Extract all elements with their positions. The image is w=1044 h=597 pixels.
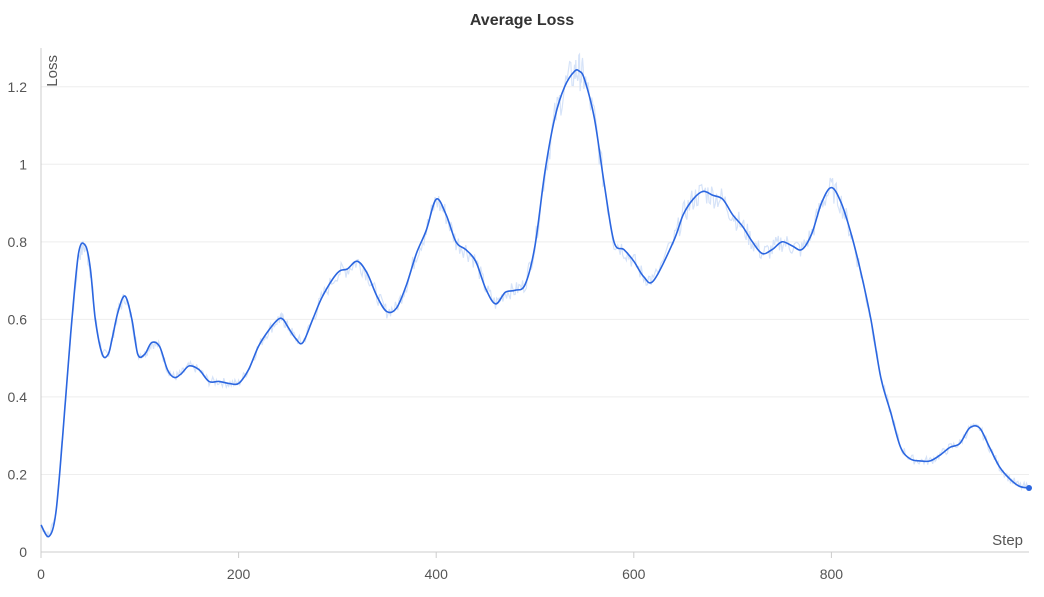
grid-lines [41,86,1029,475]
axes [40,48,1029,558]
y-axis-label: Loss [44,55,61,87]
y-tick-label: 0.6 [8,311,28,327]
x-tick-label: 800 [820,566,844,582]
y-tick-label: 0 [19,544,27,560]
y-tick-label: 1.2 [8,79,28,95]
raw-loss-series [40,52,1030,538]
y-tick-label: 0.2 [8,466,28,482]
smoothed-loss-series [40,69,1030,538]
y-tick-label: 0.4 [8,389,28,405]
x-tick-label: 400 [425,566,449,582]
x-tick-label: 200 [227,566,251,582]
x-axis-label: Step [992,532,1023,549]
last-point-marker [1026,485,1032,492]
x-tick-label: 600 [622,566,646,582]
tick-labels: 0 0.2 0.4 0.6 0.8 1 1.2 0 200 400 600 800 [8,79,844,582]
y-tick-label: 0.8 [8,234,28,250]
y-tick-label: 1 [19,156,27,172]
chart-title: Average Loss [469,12,575,29]
series-lines [40,52,1032,538]
x-tick-label: 0 [37,566,45,582]
